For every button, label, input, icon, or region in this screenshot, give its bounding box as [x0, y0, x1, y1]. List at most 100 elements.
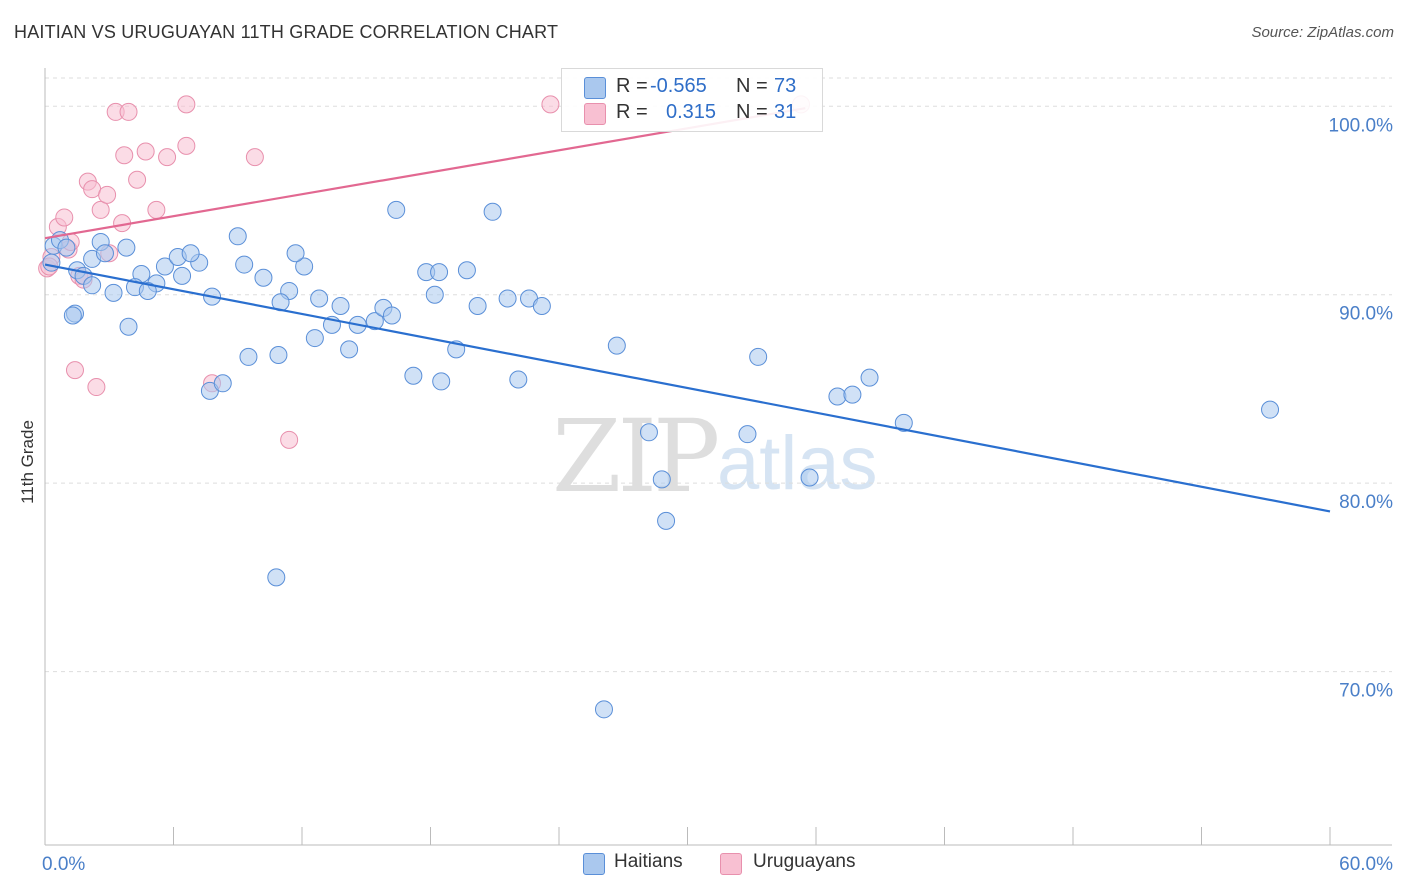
haitian-point — [155, 257, 174, 276]
uruguayan-point — [87, 378, 106, 397]
haitian-point — [138, 281, 157, 300]
x-tick-label: 60.0% — [1339, 854, 1393, 875]
bottom-legend-label-haitians: Haitians — [614, 851, 683, 872]
haitian-point — [894, 413, 913, 432]
haitian-point — [828, 387, 847, 406]
bottom-legend-haitians: Haitians — [583, 851, 703, 877]
uruguayan-point — [55, 208, 74, 227]
uruguayan-point — [128, 170, 147, 189]
bottom-legend-uruguayans: Uruguayans — [720, 851, 870, 877]
haitian-point — [532, 297, 551, 316]
haitian-point — [652, 470, 671, 489]
uruguayan-point — [115, 146, 134, 165]
trend-lines — [44, 107, 1331, 513]
haitian-point — [83, 276, 102, 295]
haitian-point — [104, 283, 123, 302]
legend-n-label: N = — [736, 75, 768, 97]
y-axis-title: 11th Grade — [18, 420, 37, 504]
haitian-point — [483, 202, 502, 221]
correlation-legend: R = -0.565 N = 73 R = 0.315 N = 31 — [561, 68, 823, 132]
haitian-point — [432, 372, 451, 391]
haitian-point — [738, 425, 757, 444]
y-tick-label: 80.0% — [1339, 492, 1393, 513]
legend-swatch-haitians — [584, 77, 606, 99]
uruguayan-point — [91, 200, 110, 219]
bottom-legend-label-uruguayans: Uruguayans — [753, 851, 856, 872]
uruguayan-point — [245, 148, 264, 167]
haitian-point — [331, 297, 350, 316]
haitian-point — [404, 366, 423, 385]
legend-swatch-uruguayans — [584, 103, 606, 125]
source-label: Source: ZipAtlas.com — [1251, 24, 1394, 41]
haitian-point — [457, 261, 476, 280]
haitian-point — [235, 255, 254, 274]
haitian-point — [63, 306, 82, 325]
haitian-point — [310, 289, 329, 308]
legend-r-label: R = — [616, 101, 648, 123]
haitians-points — [42, 200, 1280, 719]
haitian-point — [749, 347, 768, 366]
haitians-trend-line — [44, 263, 1331, 513]
y-tick-label: 100.0% — [1329, 115, 1394, 136]
haitian-point — [340, 340, 359, 359]
haitian-point — [295, 257, 314, 276]
haitian-point — [95, 244, 114, 263]
haitian-point — [468, 297, 487, 316]
uruguayan-point — [280, 430, 299, 449]
haitian-point — [254, 268, 273, 287]
uruguayan-point — [136, 142, 155, 161]
uruguayan-point — [83, 180, 102, 199]
haitian-point — [430, 263, 449, 282]
haitian-point — [860, 368, 879, 387]
haitian-point — [267, 568, 286, 587]
haitian-point — [509, 370, 528, 389]
haitian-point — [1261, 400, 1280, 419]
uruguayan-point — [158, 148, 177, 167]
haitian-point — [498, 289, 517, 308]
legend-n-value: 73 — [774, 75, 797, 97]
haitian-point — [657, 511, 676, 530]
haitian-point — [382, 306, 401, 325]
uruguayan-point — [177, 95, 196, 114]
haitian-point — [57, 238, 76, 257]
haitian-point — [269, 346, 288, 365]
haitian-point — [213, 374, 232, 393]
legend-r-value: -0.565 — [650, 75, 707, 97]
uruguayan-point — [65, 361, 84, 380]
axis-labels: 100.0% 90.0% 80.0% 70.0% 0.0% 60.0% 11th Grade — [18, 115, 1393, 875]
grid-lines — [45, 77, 1392, 673]
bottom-legend-swatch-haitians — [583, 853, 605, 875]
uruguayan-point — [541, 95, 560, 114]
watermark-zip: ZIP — [552, 398, 720, 515]
axes — [44, 68, 1392, 846]
haitian-point — [305, 329, 324, 348]
x-tick-label: 0.0% — [42, 854, 85, 875]
haitian-point — [42, 253, 61, 272]
uruguayan-point — [119, 102, 138, 121]
y-tick-label: 90.0% — [1339, 304, 1393, 325]
legend-r-value: 0.315 — [666, 101, 717, 123]
chart-title: HAITIAN VS URUGUAYAN 11TH GRADE CORRELAT… — [14, 22, 559, 42]
uruguayan-point — [147, 200, 166, 219]
haitian-point — [607, 336, 626, 355]
uruguayan-point — [177, 136, 196, 155]
haitian-point — [387, 200, 406, 219]
haitian-point — [843, 385, 862, 404]
haitian-point — [181, 244, 200, 263]
haitian-point — [365, 312, 384, 331]
haitian-point — [117, 238, 136, 257]
haitian-point — [639, 423, 658, 442]
haitian-point — [286, 244, 305, 263]
haitian-point — [594, 700, 613, 719]
legend-n-value: 31 — [774, 101, 797, 123]
bottom-legend-swatch-uruguayans — [720, 853, 742, 875]
haitian-point — [800, 468, 819, 487]
haitian-point — [119, 317, 138, 336]
haitian-point — [228, 227, 247, 246]
legend-n-label: N = — [736, 101, 768, 123]
haitian-point — [425, 285, 444, 304]
haitian-point — [173, 266, 192, 285]
haitian-point — [239, 347, 258, 366]
legend-r-label: R = — [616, 75, 648, 97]
